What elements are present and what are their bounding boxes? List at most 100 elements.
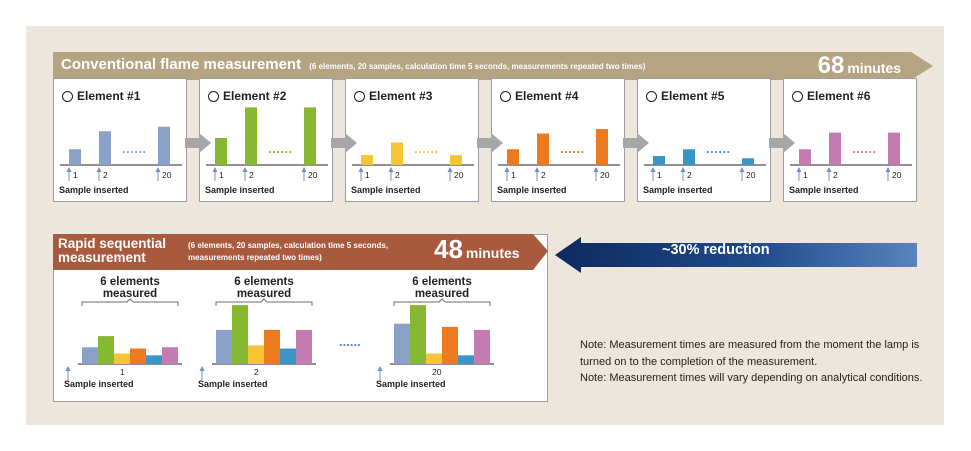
element-box-2: Element #2 ...... 1 2 20 Sample inserted [199,78,333,202]
element-box-4: Element #4...... 1 2 20 Sample inserted [491,78,625,202]
conventional-time: 68 minutes [818,52,901,80]
sample-arrow-head [66,167,72,172]
reduction-label: ~30% reduction [662,242,770,258]
bar-sample-2 [99,131,111,165]
tick-label: 20 [162,170,172,180]
conventional-banner: Conventional flame measurement (6 elemen… [53,52,933,80]
element-chart: ...... 1 2 20 [644,141,766,181]
rapid-bar-element-4 [442,326,458,364]
sample-arrow-head [301,167,307,172]
radio-circle-icon [646,90,657,102]
rapid-bar-element-3 [426,353,442,364]
element-title: Element #5 [646,89,724,103]
element-title: Element #1 [62,89,140,103]
tick-label: 1 [219,170,224,180]
bar-sample-2 [245,107,257,165]
element-chart: ...... 1 2 20 [206,107,328,181]
tick-label: 20 [454,170,464,180]
tick-label: 1 [73,170,78,180]
rapid-bar-element-6 [296,329,312,364]
radio-circle-icon [792,90,803,102]
bar-sample-1 [69,149,81,165]
conventional-time-unit: minutes [847,60,901,76]
sample-arrow-head [96,167,102,172]
dots: ...... [414,141,439,156]
sample-arrow-head [593,167,599,172]
rapid-banner-shape [53,234,548,270]
rapid-dots: ...... [339,334,361,349]
rapid-bar-element-3 [114,353,130,364]
sample-arrow-head [388,167,394,172]
sample-arrow-head [826,167,832,172]
sample-inserted-label: Sample inserted [205,185,275,195]
sample-arrow-head [155,167,161,172]
conventional-title-text: Conventional flame measurement [61,56,302,73]
bar-sample-20 [596,129,608,165]
rapid-tick-label: 1 [120,367,125,377]
rapid-title: Rapid sequential measurement [58,237,166,265]
reduction-arrow [555,237,917,273]
sample-arrow-head [650,167,656,172]
gray-right-arrow-icon [185,133,211,153]
radio-circle-icon [354,90,365,102]
rapid-bar-element-1 [82,347,98,364]
sample-inserted-label: Sample inserted [789,185,859,195]
gray-arrow-shape [331,133,357,153]
sample-arrow-head [534,167,540,172]
element-title-text: Element #3 [369,89,433,103]
dots: ...... [560,141,585,156]
rapid-bar-element-5 [280,348,296,364]
rapid-bar-element-2 [232,305,248,364]
sample-inserted-label: Sample inserted [643,185,713,195]
rapid-title-line1: Rapid sequential [58,236,167,251]
rapid-bar-element-6 [162,347,178,364]
bar-sample-1 [799,149,811,165]
sample-arrow-head [65,366,71,371]
bar-sample-20 [158,126,170,165]
group-label-line1: 6 elements [412,276,472,288]
bar-sample-20 [450,155,462,165]
radio-circle-icon [208,90,219,102]
group-label-line1: 6 elements [100,276,160,288]
element-chart: ...... 1 2 20 [790,132,912,181]
sample-arrow-head [885,167,891,172]
dots: ...... [706,141,731,156]
tick-label: 20 [600,170,610,180]
radio-circle-icon [62,90,73,102]
tick-label: 1 [365,170,370,180]
sample-arrow-head [377,366,383,371]
sample-inserted-label: Sample inserted [376,379,446,389]
gray-right-arrow-icon [331,133,357,153]
tick-label: 2 [833,170,838,180]
sample-arrow-head [504,167,510,172]
note-2: Note: Measurement times will vary depend… [580,372,923,384]
element-title-text: Element #2 [223,89,287,103]
rapid-subtitle-line1: (6 elements, 20 samples, calculation tim… [188,241,389,250]
group-label-line2: measured [102,288,158,300]
sample-arrow-head [680,167,686,172]
sample-arrow-head [199,366,205,371]
gray-right-arrow-icon [623,133,649,153]
bar-sample-1 [507,149,519,165]
rapid-bar-element-4 [130,348,146,364]
gray-arrow-shape [623,133,649,153]
tick-label: 2 [687,170,692,180]
tick-label: 1 [803,170,808,180]
bar-sample-20 [888,132,900,165]
rapid-bar-element-4 [264,329,280,364]
bar-sample-20 [742,158,754,165]
tick-label: 2 [541,170,546,180]
radio-circle-icon [500,90,511,102]
element-box-6: Element #6...... 1 2 20 Sample inserted [783,78,917,202]
element-title-text: Element #5 [661,89,725,103]
dots: ...... [852,141,877,156]
element-title: Element #2 [208,89,286,103]
group-label: 6 elements measured [209,276,319,300]
group-label-line2: measured [236,288,292,300]
bar-sample-1 [361,155,373,165]
rapid-time: 48 minutes [434,234,520,265]
tick-label: 20 [892,170,902,180]
element-box-3: Element #3...... 1 2 20 Sample inserted [345,78,479,202]
sample-arrow-head [796,167,802,172]
rapid-time-value: 48 [434,234,463,264]
